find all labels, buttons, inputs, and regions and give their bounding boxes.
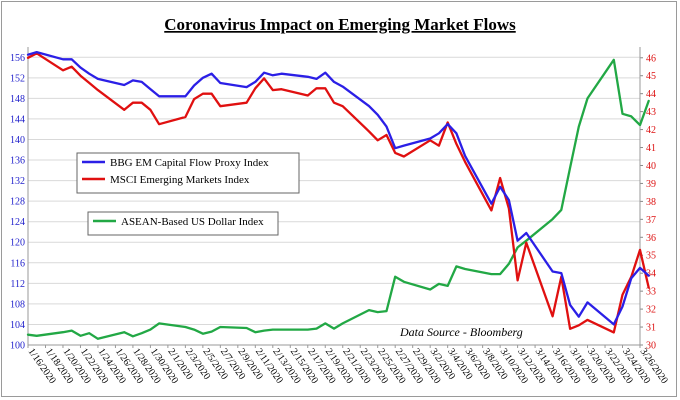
y-left-tick-label: 140 [10,135,25,146]
y-right-tick-label: 31 [646,323,656,334]
y-left-tick-label: 112 [10,279,25,290]
y-right-tick-label: 45 [646,71,656,82]
legend-box-top: BBG EM Capital Flow Proxy Index MSCI Emer… [76,152,300,194]
y-right-tick-label: 37 [646,215,656,226]
y-right-tick-label: 30 [646,341,656,352]
y-right-tick-label: 40 [646,161,656,172]
series-line-3 [26,58,650,340]
y-left-tick-label: 104 [10,320,25,331]
y-right-tick-label: 39 [646,179,656,190]
y-left-tick-label: 148 [10,94,25,105]
y-right-tick-label: 32 [646,305,656,316]
series-line-2 [26,52,650,334]
y-right-tick-label: 42 [646,125,656,136]
y-right-tick-label: 44 [646,89,656,100]
data-source-note: Data Source - Bloomberg [399,325,523,339]
y-left-tick-label: 128 [10,197,25,208]
y-right-tick-label: 46 [646,53,656,64]
y-right-tick-label: 36 [646,233,656,244]
series-lines [26,50,650,340]
y-left-tick-label: 124 [10,217,25,228]
legend-box-bottom: ASEAN-Based US Dollar Index [87,211,279,236]
gridlines [28,56,640,346]
y-left-tick-label: 156 [10,53,25,64]
y-right-tick-label: 35 [646,251,656,262]
y-left-tick-label: 144 [10,114,25,125]
y-right-tick-label: 43 [646,107,656,118]
legend-frame [76,152,300,194]
legend-label: MSCI Emerging Markets Index [110,174,250,186]
y-right-tick-label: 41 [646,143,656,154]
y-right-tick-label: 33 [646,287,656,298]
y-right-tick-label: 34 [646,269,656,280]
y-left-tick-label: 108 [10,299,25,310]
y-right-tick-label: 38 [646,197,656,208]
y-left-tick-label: 136 [10,156,25,167]
y-left-tick-label: 100 [10,341,25,352]
y-left-tick-label: 152 [10,73,25,84]
legend-label: ASEAN-Based US Dollar Index [121,216,264,228]
y-left-tick-label: 116 [10,258,25,269]
chart-title: Coronavirus Impact on Emerging Market Fl… [164,15,516,34]
legend-label: BBG EM Capital Flow Proxy Index [110,157,269,169]
y-left-tick-label: 132 [10,176,25,187]
series-line-1 [26,50,650,326]
legend-frame [87,211,279,236]
y-left-tick-label: 120 [10,238,25,249]
chart-text: Coronavirus Impact on Emerging Market Fl… [164,15,523,339]
